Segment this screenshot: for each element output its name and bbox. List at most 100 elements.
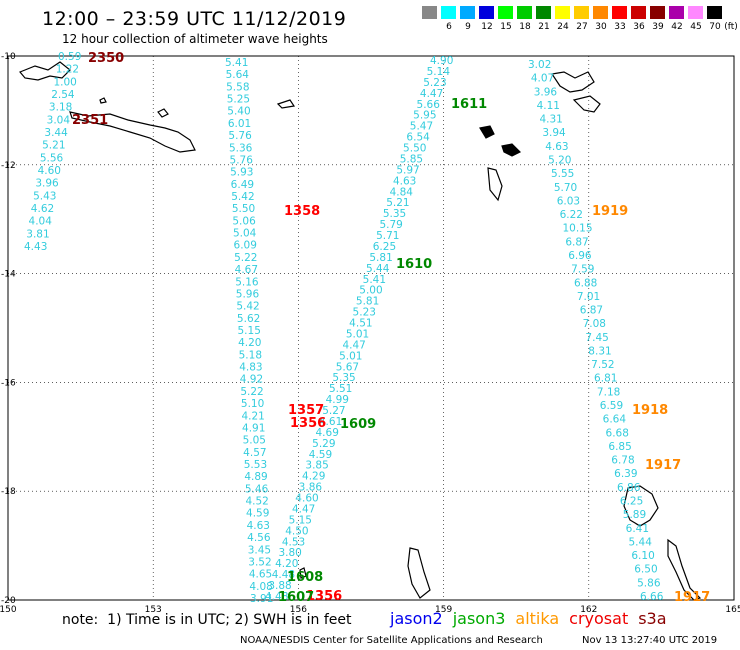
swh-value: 4.60 [38, 165, 61, 177]
swh-value: 4.07 [531, 73, 554, 85]
coastline-ne-2 [572, 95, 601, 113]
pass-time-label: 1358 [284, 204, 320, 219]
swh-value: 4.59 [246, 508, 269, 520]
legend-swatch [497, 5, 514, 20]
legend-label: 27 [576, 22, 588, 32]
swh-value: 5.81 [369, 252, 392, 264]
lat-tick-label: -10 [1, 52, 16, 62]
swh-value: 4.29 [302, 471, 325, 483]
legend-swatch [459, 5, 476, 20]
legend-swatch [554, 5, 571, 20]
footer-credit: NOAA/NESDIS Center for Satellite Applica… [240, 635, 543, 646]
legend-label: 9 [465, 22, 471, 32]
coastlines [19, 61, 702, 601]
swh-value: 5.10 [241, 398, 264, 410]
lon-tick-label: 153 [145, 605, 162, 615]
swh-value: 5.81 [356, 296, 379, 308]
swh-value: 5.21 [42, 140, 65, 152]
swh-value: 4.11 [537, 100, 560, 112]
swh-value: 5.43 [33, 190, 56, 202]
pass-time-label: 1607 [278, 590, 314, 605]
pass-time-label: 1356 [306, 589, 342, 604]
swh-value: 4.48 [272, 569, 295, 581]
lon-tick-label: 159 [435, 605, 452, 615]
legend-label: 42 [671, 22, 683, 32]
legend-swatch [440, 5, 457, 20]
legend-swatch [516, 5, 533, 20]
swh-value: 5.04 [233, 228, 257, 240]
swh-value: 5.70 [554, 182, 577, 194]
lat-tick-label: -14 [1, 270, 16, 280]
swh-value: 5.64 [226, 69, 250, 81]
swh-value: 5.95 [413, 110, 436, 122]
swh-value: 4.69 [316, 427, 339, 439]
swh-value: 5.86 [637, 577, 661, 589]
swh-value: 4.83 [239, 362, 262, 374]
graticule [8, 56, 734, 600]
swh-value: 1.00 [53, 76, 76, 88]
satellite-s3a: s3a [638, 609, 667, 628]
legend-label: 70 [709, 22, 721, 32]
swh-value: 6.64 [603, 414, 627, 426]
legend-label: 21 [538, 22, 550, 32]
swh-value: 6.78 [611, 455, 634, 467]
legend-label: 15 [500, 22, 512, 32]
map-subtitle: 12 hour collection of altimeter wave hei… [62, 32, 328, 46]
swh-value: 6.41 [626, 523, 649, 535]
swh-value: 3.44 [44, 127, 68, 139]
coastline-south-2 [299, 567, 307, 579]
coastline-west-2 [69, 111, 196, 153]
swh-value: 5.25 [227, 94, 250, 106]
satellite-altika: altika [515, 609, 560, 628]
swh-value: 3.18 [49, 102, 72, 114]
legend-swatch [668, 5, 685, 20]
legend-label: 30 [595, 22, 607, 32]
lat-tick-label: -16 [1, 378, 16, 388]
swh-value: 6.01 [228, 118, 251, 130]
swh-value: 4.65 [249, 569, 272, 581]
swh-value: 5.58 [226, 81, 249, 93]
swh-value: 4.57 [243, 447, 266, 459]
swh-value: 4.47 [292, 503, 315, 515]
swh-value: 3.52 [248, 556, 271, 568]
swh-value: 5.16 [235, 276, 259, 288]
swh-value: 3.81 [26, 228, 49, 240]
swh-value: 4.20 [238, 337, 261, 349]
legend-swatch [706, 5, 723, 20]
lat-tick-label: -18 [1, 487, 16, 497]
swh-value: 5.53 [244, 459, 267, 471]
swh-value: 4.51 [349, 318, 372, 330]
swh-value: 5.51 [329, 383, 352, 395]
swh-value: 3.88 [268, 580, 291, 592]
swh-value: 5.44 [629, 536, 653, 548]
satellite-jason2: jason2 [390, 609, 443, 628]
swh-value: 5.46 [245, 483, 269, 495]
swh-value: 3.85 [305, 460, 328, 472]
pass-time-label: 1356 [290, 416, 326, 431]
swh-value: 6.68 [606, 427, 629, 439]
coastline-east [487, 167, 503, 202]
coastline-island-e [501, 143, 522, 157]
swh-value: 4.21 [241, 410, 264, 422]
coastline-vanuatu-2 [667, 538, 702, 601]
legend-swatch [649, 5, 666, 20]
lon-tick-label: 165 [725, 605, 740, 615]
swh-value: 5.79 [379, 219, 402, 231]
pass-time-label: 2351 [72, 113, 108, 128]
swh-value: 4.52 [245, 496, 268, 508]
swh-value: 4.63 [393, 175, 416, 187]
lat-tick-label: -20 [1, 596, 16, 606]
swh-value: 4.63 [247, 520, 270, 532]
swh-value: 5.01 [346, 328, 369, 340]
swh-value: 6.87 [565, 236, 588, 248]
satellite-jason3: jason3 [452, 609, 506, 628]
swh-value: 3.96 [35, 178, 59, 190]
swh-value: 5.15 [238, 325, 261, 337]
legend-swatch [592, 5, 609, 20]
pass-time-label: 1611 [451, 97, 487, 112]
satellite-legend: jason2 jason3 altika cryosat s3a [390, 609, 677, 628]
pass-time-label: 1919 [592, 204, 628, 219]
legend-swatch [611, 5, 628, 20]
swh-value: 3.02 [528, 59, 551, 71]
